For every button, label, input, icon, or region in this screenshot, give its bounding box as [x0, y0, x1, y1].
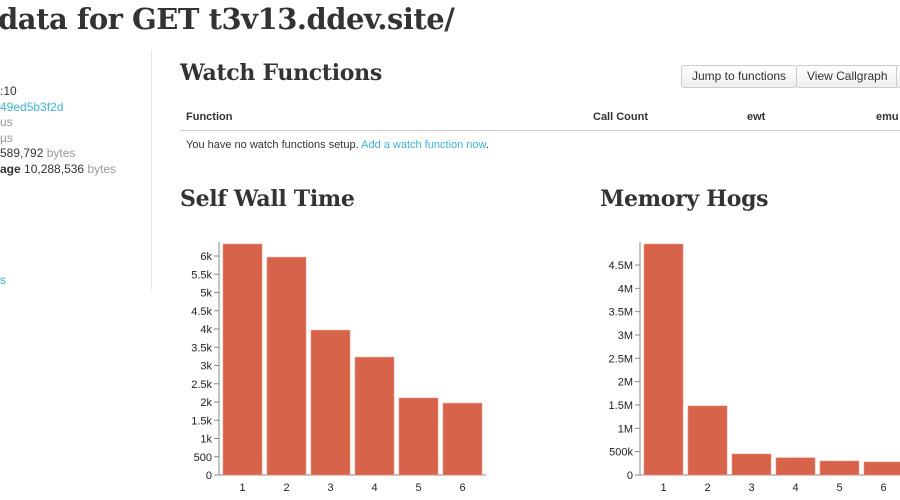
y-tick-label: 2k — [200, 397, 212, 409]
y-tick-label: 4M — [618, 283, 633, 295]
col-call-count: Call Count — [593, 111, 648, 123]
bar — [863, 461, 900, 476]
summary-id-link[interactable]: 49ed5b3f2d — [0, 99, 64, 114]
y-tick-label: 3M — [618, 330, 633, 342]
memory-value: 589,792 — [0, 146, 44, 160]
bar — [222, 243, 263, 476]
x-tick-label: 3 — [748, 482, 754, 494]
bar — [442, 402, 483, 476]
jump-to-functions-button[interactable]: Jump to functions — [681, 65, 798, 88]
x-tick-label: 3 — [327, 482, 333, 494]
col-function: Function — [186, 111, 233, 123]
y-tick-label: 5.5k — [191, 269, 212, 281]
col-emu: emu — [876, 111, 899, 123]
x-tick-label: 4 — [792, 482, 798, 494]
peak-value: 10,288,536 — [24, 161, 85, 176]
period: . — [485, 139, 489, 151]
y-tick-label: 2.5M — [609, 353, 633, 365]
x-tick-label: 5 — [836, 482, 842, 494]
bar — [819, 460, 860, 476]
self-wall-time-title: Self Wall Time — [180, 186, 355, 212]
y-tick-label: 0 — [627, 470, 633, 482]
y-tick-label: 1k — [200, 434, 212, 446]
bar — [354, 356, 395, 476]
peak-unit: bytes — [87, 161, 117, 176]
y-tick-label: 4.5k — [191, 306, 212, 318]
x-tick-label: 2 — [283, 482, 289, 494]
page-title: data for GET t3v13.ddev.site/ — [0, 2, 455, 36]
empty-text: You have no watch functions setup. — [186, 139, 359, 151]
y-tick-label: 6k — [200, 251, 212, 263]
add-watch-function-link[interactable]: Add a watch function now — [361, 139, 486, 151]
bar — [643, 243, 684, 476]
watch-empty-message: You have no watch functions setup. Add a… — [186, 139, 489, 151]
y-tick-label: 500k — [609, 447, 633, 459]
summary-time: :10 — [0, 84, 17, 98]
bar — [398, 397, 439, 476]
y-tick-label: 0 — [206, 470, 212, 482]
summary-memory: 589,792 bytes — [0, 146, 116, 162]
x-tick-label: 2 — [704, 482, 710, 494]
table-header-divider — [180, 130, 900, 131]
bar — [731, 453, 772, 476]
y-tick-label: 3k — [200, 361, 212, 373]
y-tick-label: 4.5M — [609, 260, 633, 272]
x-tick-label: 1 — [239, 482, 245, 494]
more-button[interactable] — [896, 65, 900, 88]
x-tick-label: 4 — [371, 482, 377, 494]
bar — [687, 405, 728, 476]
x-tick-label: 6 — [880, 482, 886, 494]
sidebar-link[interactable]: s — [0, 273, 6, 287]
memory-unit: bytes — [46, 146, 76, 160]
bar — [266, 256, 307, 476]
watch-functions-title: Watch Functions — [180, 60, 382, 86]
col-ewt: ewt — [747, 111, 766, 123]
x-tick-label: 5 — [415, 482, 421, 494]
y-tick-label: 5k — [200, 288, 212, 300]
y-tick-label: 2M — [618, 377, 633, 389]
memory-hogs-title: Memory Hogs — [600, 186, 769, 212]
y-tick-label: 500 — [194, 452, 212, 464]
y-tick-label: 1M — [618, 423, 633, 435]
summary-cpu-time: µs — [0, 130, 13, 145]
bar — [310, 329, 351, 476]
y-tick-label: 3.5k — [191, 342, 212, 354]
y-tick-label: 4k — [200, 324, 212, 336]
view-callgraph-button[interactable]: View Callgraph — [796, 65, 899, 88]
y-tick-label: 1.5k — [191, 415, 212, 427]
summary-peak-memory: age 10,288,536 bytes — [0, 162, 116, 178]
peak-label: age — [0, 161, 21, 176]
sidebar-divider — [151, 50, 152, 290]
bar — [775, 457, 816, 476]
run-summary: :10 49ed5b3f2d us µs 589,792 bytes age 1… — [0, 84, 116, 177]
x-tick-label: 1 — [660, 482, 666, 494]
y-tick-label: 3.5M — [609, 307, 633, 319]
x-tick-label: 6 — [459, 482, 465, 494]
y-tick-label: 1.5M — [609, 400, 633, 412]
summary-wall-time: us — [0, 115, 13, 129]
y-tick-label: 2.5k — [191, 379, 212, 391]
